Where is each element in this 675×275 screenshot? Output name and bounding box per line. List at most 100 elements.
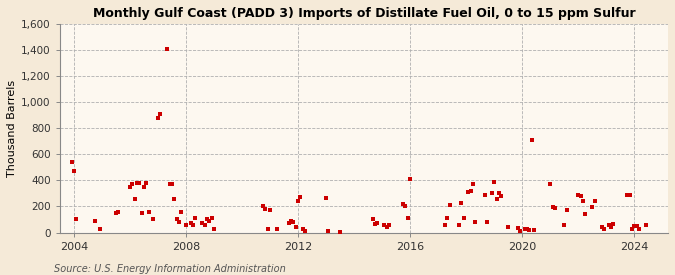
- Point: [503, 225, 514, 230]
- Point: [300, 228, 310, 233]
- Point: [605, 224, 616, 229]
- Point: [549, 206, 560, 211]
- Point: [167, 182, 178, 186]
- Point: [138, 185, 149, 189]
- Point: [173, 220, 184, 224]
- Point: [519, 226, 530, 231]
- Point: [271, 226, 282, 231]
- Point: [575, 194, 586, 198]
- Point: [384, 222, 395, 227]
- Point: [286, 219, 296, 224]
- Point: [622, 192, 632, 197]
- Point: [491, 196, 502, 201]
- Point: [627, 226, 638, 231]
- Point: [321, 196, 331, 200]
- Y-axis label: Thousand Barrels: Thousand Barrels: [7, 80, 17, 177]
- Point: [587, 205, 598, 209]
- Point: [578, 199, 589, 204]
- Point: [489, 180, 500, 184]
- Point: [573, 193, 584, 197]
- Point: [379, 223, 389, 227]
- Point: [89, 219, 100, 223]
- Point: [599, 226, 610, 231]
- Point: [298, 227, 308, 232]
- Point: [466, 189, 477, 193]
- Point: [608, 222, 619, 226]
- Point: [512, 226, 523, 230]
- Point: [524, 228, 535, 232]
- Point: [188, 223, 198, 227]
- Point: [529, 228, 539, 232]
- Point: [136, 211, 147, 215]
- Point: [66, 160, 77, 164]
- Point: [631, 224, 642, 228]
- Point: [372, 221, 383, 225]
- Text: Source: U.S. Energy Information Administration: Source: U.S. Energy Information Administ…: [54, 264, 286, 274]
- Point: [134, 181, 144, 185]
- Point: [171, 217, 182, 222]
- Point: [580, 212, 591, 216]
- Point: [164, 182, 175, 186]
- Point: [263, 226, 273, 231]
- Point: [207, 216, 217, 220]
- Point: [470, 220, 481, 224]
- Point: [199, 223, 210, 227]
- Point: [482, 220, 493, 224]
- Point: [132, 181, 142, 185]
- Point: [402, 215, 413, 220]
- Point: [370, 222, 381, 226]
- Point: [596, 224, 607, 229]
- Point: [629, 224, 640, 228]
- Point: [589, 198, 600, 203]
- Point: [323, 229, 333, 233]
- Point: [258, 204, 269, 209]
- Point: [522, 227, 533, 232]
- Point: [95, 227, 105, 232]
- Point: [458, 216, 469, 220]
- Point: [190, 216, 200, 220]
- Point: [288, 220, 298, 224]
- Point: [454, 223, 464, 227]
- Point: [71, 217, 82, 222]
- Point: [493, 191, 504, 196]
- Point: [180, 223, 191, 227]
- Point: [468, 182, 479, 186]
- Point: [442, 216, 453, 220]
- Point: [260, 207, 271, 211]
- Point: [400, 204, 411, 209]
- Point: [265, 208, 275, 212]
- Point: [197, 221, 208, 225]
- Point: [634, 227, 645, 232]
- Point: [624, 193, 635, 197]
- Point: [456, 200, 467, 205]
- Point: [526, 138, 537, 142]
- Point: [547, 205, 558, 209]
- Point: [162, 46, 173, 51]
- Point: [124, 185, 135, 189]
- Point: [68, 169, 79, 174]
- Point: [381, 224, 392, 229]
- Point: [209, 227, 219, 232]
- Point: [603, 223, 614, 227]
- Point: [153, 116, 163, 120]
- Point: [284, 221, 294, 225]
- Point: [487, 191, 497, 196]
- Point: [463, 190, 474, 194]
- Point: [496, 194, 507, 198]
- Point: [545, 182, 556, 186]
- Point: [295, 195, 306, 200]
- Point: [514, 229, 525, 233]
- Point: [559, 223, 570, 227]
- Point: [176, 210, 186, 214]
- Point: [185, 221, 196, 225]
- Point: [561, 208, 572, 213]
- Point: [148, 217, 159, 222]
- Point: [155, 112, 165, 116]
- Point: [335, 230, 346, 234]
- Point: [129, 196, 140, 201]
- Point: [398, 202, 408, 207]
- Point: [143, 210, 154, 214]
- Point: [140, 181, 151, 185]
- Point: [367, 217, 378, 222]
- Title: Monthly Gulf Coast (PADD 3) Imports of Distillate Fuel Oil, 0 to 15 ppm Sulfur: Monthly Gulf Coast (PADD 3) Imports of D…: [92, 7, 635, 20]
